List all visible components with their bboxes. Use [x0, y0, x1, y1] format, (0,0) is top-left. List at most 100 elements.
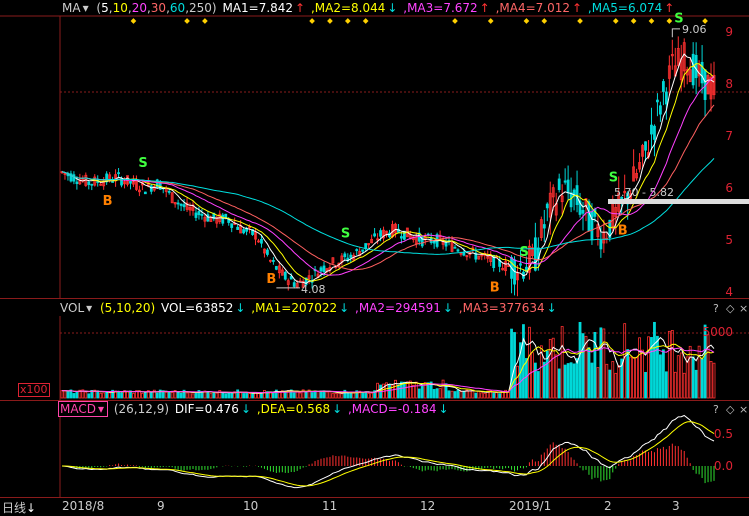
candle-body [304, 277, 308, 285]
candle-body [206, 214, 210, 222]
volume-bar [132, 393, 135, 399]
volume-bar [626, 349, 630, 399]
candle-body [179, 203, 183, 206]
volume-bar [483, 393, 487, 399]
volume-bar [408, 380, 412, 399]
settings-button[interactable]: ◇ [726, 302, 735, 315]
candle-body [307, 275, 311, 280]
vol-indicator-menu[interactable]: VOL ▾ [60, 301, 93, 315]
volume-bar [608, 369, 612, 399]
signal-diamond [523, 18, 530, 24]
down-arrow-icon: ↓ [339, 301, 350, 315]
volume-bar [188, 391, 192, 399]
x-label-12: 12 [420, 499, 436, 513]
volume-bar [152, 389, 156, 399]
volume-bar [617, 365, 621, 399]
volume-bar [664, 371, 668, 399]
candle-body [173, 202, 177, 205]
settings-button[interactable]: ◇ [726, 403, 735, 416]
volume-bar [355, 390, 359, 399]
ma3-line [61, 75, 715, 276]
volume-bar [679, 352, 683, 399]
ma-indicator-menu[interactable]: MA ▾ [62, 1, 89, 15]
volume-bar [75, 391, 79, 399]
volume-bar [709, 360, 713, 399]
volume-bar [536, 371, 540, 399]
signal-diamond [648, 18, 655, 24]
candle-body [709, 76, 713, 100]
candle-body [474, 252, 478, 260]
volume-bar [117, 390, 120, 399]
candle-body [274, 266, 278, 270]
signal-diamond [541, 18, 548, 24]
volume-bar [307, 389, 311, 399]
candle-body [75, 181, 79, 184]
close-button[interactable]: × [739, 302, 749, 315]
volume-bar [435, 388, 439, 399]
volume-chart[interactable] [0, 300, 749, 400]
y-tick-9: 9 [725, 25, 733, 39]
volume-bar [72, 393, 76, 399]
volume-bar [367, 392, 371, 399]
candle-body [581, 209, 585, 214]
candle-body [504, 261, 507, 272]
down-arrow-icon: ↓ [442, 301, 453, 315]
volume-bar [69, 389, 73, 399]
candle-body [215, 216, 219, 224]
candle-body [123, 181, 126, 185]
candle-body [292, 282, 296, 287]
candle-body [706, 75, 710, 95]
volume-bar [78, 389, 82, 399]
candle-body [578, 200, 582, 215]
macd-header: MACD ▾ (26,12,9) DIF=0.476 ↓ ,DEA=0.568 ↓ ,… [0, 401, 749, 417]
volume-bar [569, 362, 573, 399]
help-button[interactable]: ? [713, 403, 719, 416]
price-chart[interactable]: S B S B S B S B S [0, 0, 749, 298]
macd-params: (26,12,9) [113, 402, 170, 416]
volume-bar [143, 391, 147, 399]
volume-bar [331, 393, 335, 399]
candle-body [283, 271, 287, 280]
volume-bar [289, 389, 293, 399]
volume-bar [105, 391, 109, 399]
candle-body [548, 192, 552, 218]
volume-bar [703, 324, 707, 399]
volume-bar [667, 330, 671, 399]
volume-bar [111, 389, 115, 399]
volume-bar [179, 392, 183, 399]
volume-bar [462, 391, 466, 399]
candle-body [295, 283, 299, 288]
volume-bar [301, 389, 305, 399]
help-button[interactable]: ? [713, 302, 719, 315]
candle-body [248, 226, 251, 229]
volume-bar [304, 391, 308, 399]
volume-bar [224, 393, 228, 399]
signal-diamond [577, 18, 583, 24]
candle-body [191, 204, 195, 211]
macd-indicator-menu[interactable]: MACD ▾ [58, 401, 109, 417]
macd-chart[interactable] [0, 401, 749, 497]
candle-body [477, 255, 481, 260]
ma4-readout: ,MA4=7.012 [495, 1, 570, 15]
volume-bar [343, 389, 347, 399]
candle-body [251, 229, 254, 235]
volume-bar [459, 391, 463, 399]
candle-body [188, 207, 192, 211]
volume-bar [227, 392, 231, 399]
volume-bar [614, 372, 618, 399]
close-button[interactable]: × [739, 403, 749, 416]
volume-bar [411, 384, 415, 399]
volume-bar [87, 393, 91, 399]
candle-body [99, 183, 103, 186]
signal-diamond [487, 18, 494, 24]
up-arrow-icon: ↑ [479, 1, 490, 15]
volume-bar [661, 349, 665, 399]
y-tick-5: 5 [725, 233, 733, 247]
candle-body [269, 259, 272, 262]
down-arrow-icon: ↓ [26, 501, 37, 515]
volume-bar [539, 345, 543, 399]
candle-body [641, 145, 644, 157]
signal-diamond [344, 18, 351, 24]
period-selector[interactable]: 日线↓ [2, 501, 37, 515]
volume-bar [560, 326, 564, 399]
